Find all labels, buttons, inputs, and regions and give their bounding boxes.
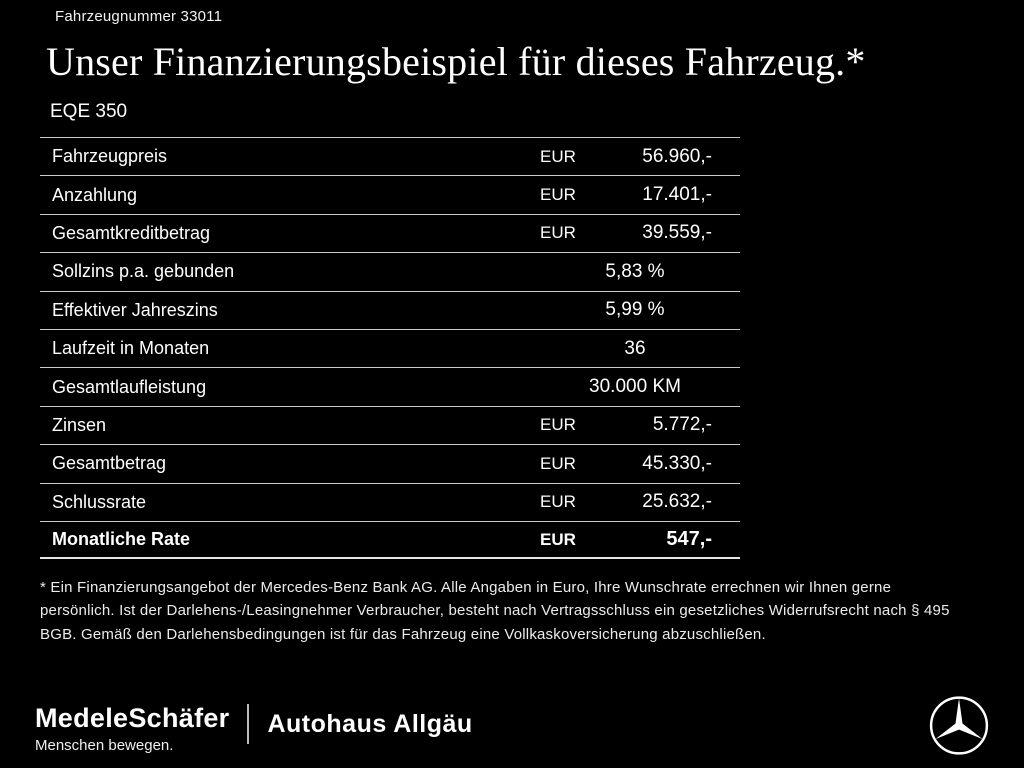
footer-divider <box>247 704 250 744</box>
row-value: 39.559,- <box>642 222 712 244</box>
row-label: Gesamtbetrag <box>52 453 167 474</box>
table-row: Effektiver Jahreszins 5,99 % <box>40 290 740 329</box>
model-name: EQE 350 <box>50 101 128 122</box>
table-row: Sollzins p.a. gebunden 5,83 % <box>40 252 740 290</box>
row-value: 36 <box>624 337 646 359</box>
table-row: Gesamtlaufleistung 30.000 KM <box>40 367 740 405</box>
row-label: Monatliche Rate <box>52 529 191 550</box>
row-label: Schlussrate <box>52 491 147 512</box>
dealer-name: MedeleSchäfer <box>35 702 230 733</box>
table-row: Gesamtbetrag EUR 45.330,- <box>40 444 740 482</box>
row-currency: EUR <box>540 492 576 512</box>
row-value: 56.960,- <box>642 145 712 167</box>
table-row: Anzahlung EUR 17.401,- <box>40 175 740 213</box>
row-value: 45.330,- <box>642 452 712 474</box>
table-row: Zinsen EUR 5.772,- <box>40 405 740 444</box>
finance-table: Fahrzeugpreis EUR 56.960,- Anzahlung EUR… <box>40 137 740 560</box>
row-currency: EUR <box>540 185 576 205</box>
row-label: Laufzeit in Monaten <box>52 338 210 359</box>
row-label: Anzahlung <box>52 184 138 205</box>
row-label: Fahrzeugpreis <box>52 146 168 167</box>
table-row: Schlussrate EUR 25.632,- <box>40 482 740 521</box>
row-currency: EUR <box>540 453 576 473</box>
dealer-logo: MedeleSchäfer Menschen bewegen. <box>35 703 229 754</box>
row-value: 5,99 % <box>605 299 665 321</box>
row-currency: EUR <box>540 146 576 166</box>
row-label: Gesamtkreditbetrag <box>52 222 211 243</box>
table-row: Laufzeit in Monaten 36 <box>40 328 740 367</box>
row-value: 30.000 KM <box>589 376 681 398</box>
row-label: Effektiver Jahreszins <box>52 299 218 320</box>
partner-logo: Autohaus Allgäu <box>267 709 473 738</box>
legal-footnote: * Ein Finanzierungsangebot der Mercedes-… <box>40 579 950 643</box>
row-label: Gesamtlaufleistung <box>52 376 207 397</box>
row-currency: EUR <box>540 415 576 435</box>
row-label: Sollzins p.a. gebunden <box>52 261 235 282</box>
vehicle-number: Fahrzeugnummer 33011 <box>55 8 223 25</box>
row-value: 17.401,- <box>642 184 712 206</box>
page-title: Unser Finanzierungsbeispiel für dieses F… <box>46 39 866 84</box>
table-row: Fahrzeugpreis EUR 56.960,- <box>40 137 740 175</box>
dealer-tagline: Menschen bewegen. <box>35 736 174 754</box>
table-row: Gesamtkreditbetrag EUR 39.559,- <box>40 213 740 252</box>
row-label: Zinsen <box>52 414 107 435</box>
row-value: 5.772,- <box>652 414 712 436</box>
row-currency: EUR <box>540 529 576 549</box>
footer: MedeleSchäfer Menschen bewegen. Autohaus… <box>0 688 1024 768</box>
mercedes-star-icon <box>928 695 990 757</box>
row-currency: EUR <box>540 223 576 243</box>
row-value: 25.632,- <box>642 491 712 513</box>
row-value: 547,- <box>666 528 712 551</box>
row-value: 5,83 % <box>605 260 665 282</box>
table-row-monthly-rate: Monatliche Rate EUR 547,- <box>40 520 740 560</box>
